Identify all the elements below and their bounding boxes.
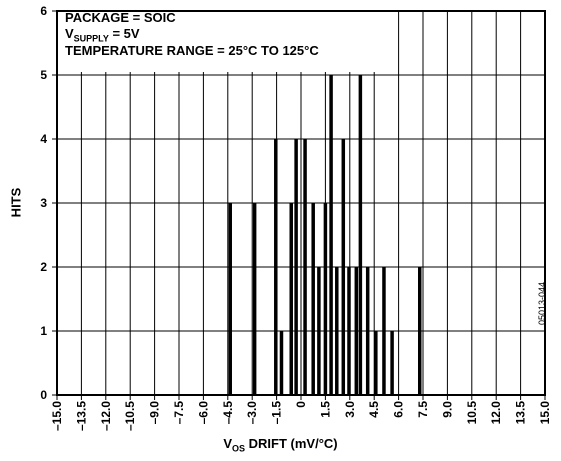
- histogram-bar: [354, 267, 359, 395]
- plot-frame: [56, 10, 546, 396]
- grid-lines: [52, 10, 546, 400]
- histogram-bar: [274, 139, 278, 395]
- histogram-bar: [289, 203, 293, 395]
- x-tick-label: 13.5: [514, 401, 528, 425]
- histogram-bar: [341, 139, 346, 395]
- histogram-bar: [390, 331, 394, 395]
- y-tick-labels: 0 1 2 3 4 5 6: [40, 4, 47, 402]
- histogram-bar: [358, 75, 363, 395]
- x-tick-label: 10.5: [465, 401, 479, 425]
- annotation-temperature: TEMPERATURE RANGE = 25°C TO 125°C: [65, 43, 319, 58]
- histogram-bar: [335, 267, 339, 395]
- annotation-box: [58, 12, 389, 72]
- histogram-bar: [303, 139, 307, 395]
- histogram-bar: [329, 75, 333, 395]
- figure-code: 05013-044: [537, 281, 547, 325]
- x-tick-label: –7.5: [172, 401, 186, 425]
- x-tick-label: 6.0: [392, 401, 406, 418]
- x-tick-label: –12.0: [99, 401, 113, 431]
- y-tick-label: 0: [40, 388, 47, 402]
- histogram-bar: [347, 267, 351, 395]
- histogram-bar: [374, 331, 378, 395]
- x-tick-label: –15.0: [50, 401, 64, 431]
- x-tick-label: –6.0: [196, 401, 210, 425]
- x-tick-label: –4.5: [221, 401, 235, 425]
- histogram-bar: [323, 203, 328, 395]
- x-tick-labels: –15.0 –13.5 –12.0 –10.5 –9.0 –7.5 –6.0 –4.5 –3.0…: [50, 401, 552, 431]
- x-tick-label: 3.0: [343, 401, 357, 418]
- x-tick-label: 4.5: [367, 401, 381, 418]
- histogram-bar: [317, 267, 321, 395]
- histogram-bar: [417, 267, 422, 395]
- y-tick-label: 3: [40, 196, 47, 210]
- annotation-package: PACKAGE = SOIC: [65, 10, 176, 25]
- histogram-bar: [279, 331, 284, 395]
- x-tick-label: 7.5: [416, 401, 430, 418]
- histogram-bar: [294, 139, 298, 395]
- x-tick-label: 1.5: [318, 401, 332, 418]
- y-tick-label: 5: [40, 68, 47, 82]
- x-tick-label: –3.0: [245, 401, 259, 425]
- y-tick-label: 2: [40, 260, 47, 274]
- x-tick-label: 0: [294, 401, 308, 408]
- y-axis-label: HITS: [8, 187, 24, 218]
- annotation-supply: VSUPPLY = 5V: [65, 26, 140, 44]
- x-tick-label: 12.0: [489, 401, 503, 425]
- y-tick-label: 1: [40, 324, 47, 338]
- x-axis-label: VOS DRIFT (mV/°C): [223, 436, 338, 454]
- histogram-bar: [252, 203, 257, 395]
- x-tick-label: –10.5: [123, 401, 137, 431]
- histogram-bar: [365, 267, 370, 395]
- x-tick-label: 15.0: [538, 401, 552, 425]
- y-tick-label: 4: [40, 132, 47, 146]
- histogram-bar: [311, 203, 315, 395]
- x-tick-label: –1.5: [270, 401, 284, 425]
- x-tick-label: 9.0: [440, 401, 454, 418]
- y-tick-label: 6: [40, 4, 47, 18]
- histogram-bar: [382, 267, 386, 395]
- x-tick-label: –13.5: [74, 401, 88, 431]
- histogram-bar: [228, 203, 232, 395]
- x-tick-label: –9.0: [148, 401, 162, 425]
- histogram-bars: [228, 75, 422, 395]
